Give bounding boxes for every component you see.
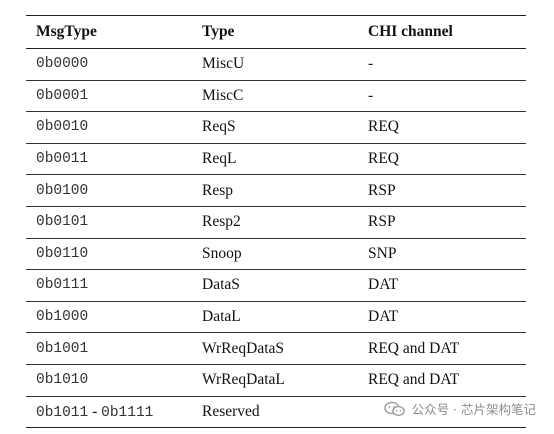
table-row: 0b0010 ReqS REQ bbox=[26, 111, 526, 144]
type-cell: MiscC bbox=[192, 80, 358, 113]
msgtype-range-end: 0b1111 bbox=[101, 404, 154, 421]
type-cell: ReqS bbox=[192, 111, 358, 144]
msgtype-cell: 0b0110 bbox=[26, 238, 192, 271]
type-cell: Resp bbox=[192, 174, 358, 207]
type-cell: Snoop bbox=[192, 238, 358, 271]
type-cell: ReqL bbox=[192, 143, 358, 176]
header-chi-channel: CHI channel bbox=[368, 23, 453, 40]
watermark-text: 公众号 · 芯片架构笔记 bbox=[411, 402, 536, 417]
msgtype-cell: 0b0101 bbox=[26, 206, 192, 239]
type-cell: DataL bbox=[192, 301, 358, 334]
watermark: 公众号 · 芯片架构笔记 bbox=[383, 399, 536, 418]
msgtype-cell: 0b0100 bbox=[26, 174, 192, 207]
msgtype-cell: 0b0001 bbox=[26, 80, 192, 113]
msgtype-cell: 0b1001 bbox=[26, 332, 192, 365]
type-cell: MiscU bbox=[192, 48, 358, 81]
channel-cell: - bbox=[358, 80, 526, 113]
msgtype-cell: 0b0010 bbox=[26, 111, 192, 144]
msgtype-table: MsgType Type CHI channel 0b0000 MiscU - … bbox=[26, 15, 526, 429]
header-type: Type bbox=[202, 23, 235, 40]
table-row: 0b0110 Snoop SNP bbox=[26, 238, 526, 271]
table-row: 0b1000 DataL DAT bbox=[26, 301, 526, 334]
channel-cell bbox=[358, 396, 526, 429]
channel-cell: RSP bbox=[358, 206, 526, 239]
msgtype-cell: 0b1010 bbox=[26, 364, 192, 397]
type-cell: WrReqDataL bbox=[192, 364, 358, 397]
msgtype-range-cell: 0b1011 - 0b1111 bbox=[26, 396, 192, 429]
table-row: 0b0000 MiscU - bbox=[26, 48, 526, 81]
msgtype-cell: 0b1000 bbox=[26, 301, 192, 334]
table-row: 0b0100 Resp RSP bbox=[26, 174, 526, 207]
channel-cell: RSP bbox=[358, 174, 526, 207]
channel-cell: DAT bbox=[358, 269, 526, 302]
channel-cell: - bbox=[358, 48, 526, 81]
type-cell: WrReqDataS bbox=[192, 332, 358, 365]
header-msgtype: MsgType bbox=[36, 23, 97, 40]
msgtype-range-separator: - bbox=[88, 402, 102, 420]
msgtype-cell: 0b0111 bbox=[26, 269, 192, 302]
table-row: 0b1010 WrReqDataL REQ and DAT bbox=[26, 364, 526, 397]
channel-cell: DAT bbox=[358, 301, 526, 334]
table-row: 0b0011 ReqL REQ bbox=[26, 143, 526, 176]
msgtype-cell: 0b0000 bbox=[26, 48, 192, 81]
type-cell: Reserved bbox=[192, 396, 358, 429]
table-row: 0b1011 - 0b1111 Reserved bbox=[26, 396, 526, 429]
channel-cell: REQ and DAT bbox=[358, 364, 526, 397]
channel-cell: SNP bbox=[358, 238, 526, 271]
msgtype-cell: 0b0011 bbox=[26, 143, 192, 176]
channel-cell: REQ and DAT bbox=[358, 332, 526, 365]
header-row: MsgType Type CHI channel bbox=[26, 15, 526, 49]
table-row: 0b0001 MiscC - bbox=[26, 80, 526, 113]
channel-cell: REQ bbox=[358, 143, 526, 176]
msgtype-range-start: 0b1011 bbox=[36, 404, 89, 421]
type-cell: Resp2 bbox=[192, 206, 358, 239]
type-cell: DataS bbox=[192, 269, 358, 302]
table-row: 0b1001 WrReqDataS REQ and DAT bbox=[26, 332, 526, 365]
wechat-icon bbox=[383, 401, 406, 417]
channel-cell: REQ bbox=[358, 111, 526, 144]
table-row: 0b0101 Resp2 RSP bbox=[26, 206, 526, 239]
table-row: 0b0111 DataS DAT bbox=[26, 269, 526, 302]
